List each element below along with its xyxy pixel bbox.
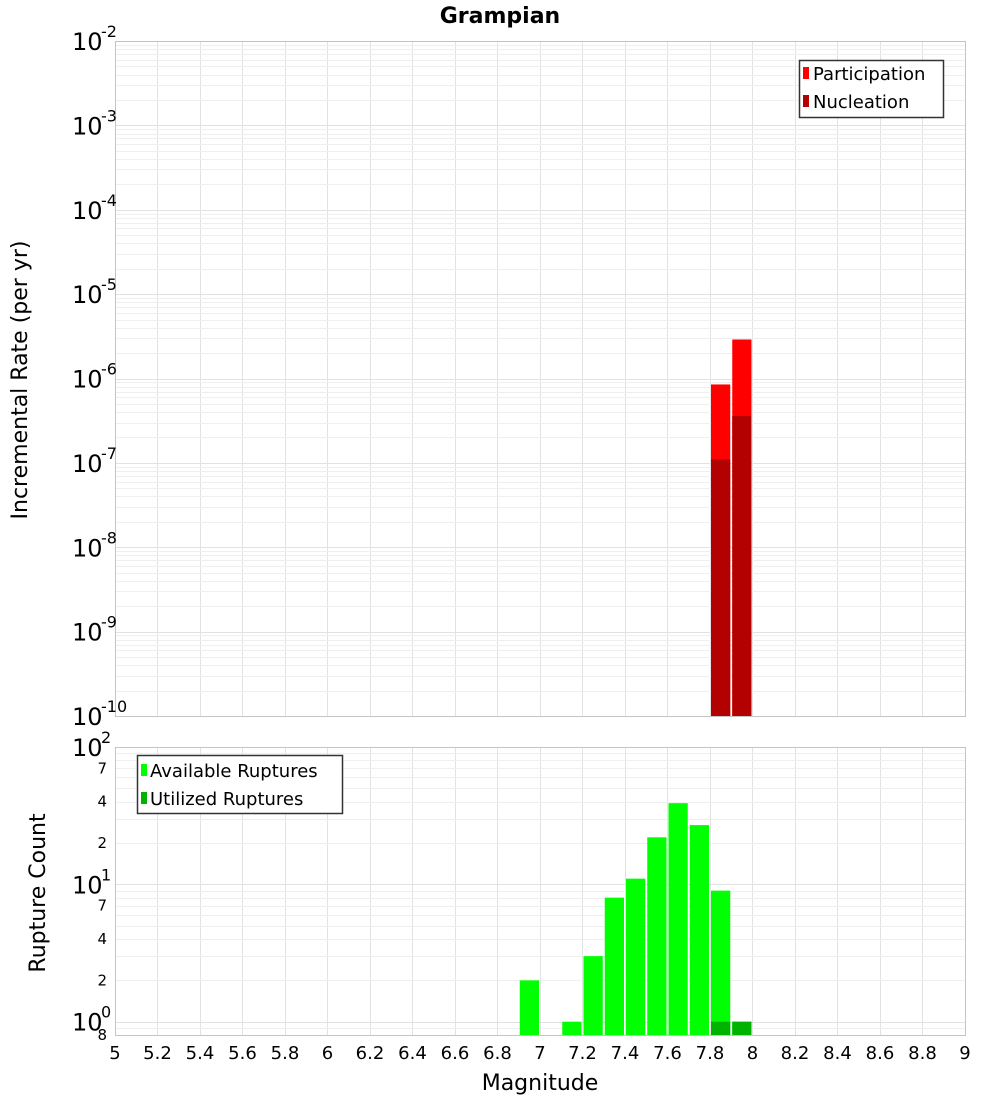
bottom-y-tick-exponent: 0 (101, 1003, 111, 1022)
x-tick-label: 8.8 (908, 1043, 937, 1064)
top-y-tick-base: 10 (72, 28, 103, 56)
bottom-y-tick-base: 10 (72, 871, 103, 899)
top-y-tick-exponent: -10 (101, 697, 127, 716)
bottom-bar-available-ruptures (647, 837, 667, 1035)
legend-label-available: Available Ruptures (150, 761, 318, 782)
top-bars (711, 339, 752, 716)
bottom-y-minor-label: 2 (97, 834, 107, 852)
bottom-y-minor-label: 4 (97, 930, 107, 948)
bottom-y-minor-label: 8 (97, 1026, 107, 1044)
top-plot-border (115, 41, 966, 717)
bottom-legend-box (136, 754, 344, 815)
top-y-tick-base: 10 (72, 197, 103, 225)
x-tick-label: 6.8 (483, 1043, 512, 1064)
x-tick-label: 7.2 (568, 1043, 597, 1064)
top-y-tick-exponent: -7 (101, 444, 117, 463)
x-tick-label: 7.8 (696, 1043, 725, 1064)
bottom-bar-available-ruptures (604, 897, 624, 1035)
x-tick-label: 7.4 (611, 1043, 640, 1064)
x-tick-labels: 5 5.2 5.4 5.6 5.8 6 6.2 6.4 6.6 6.8 7 7.2 7.4 7.6 7.8 8… (109, 1043, 970, 1064)
top-y-tick-exponent: -2 (101, 22, 117, 41)
top-y-tick-base: 10 (72, 450, 103, 478)
x-tick-label: 6 (322, 1043, 333, 1064)
bottom-y-tick-base: 10 (72, 1009, 103, 1037)
top-y-axis-title: Incremental Rate (per yr) (8, 241, 33, 520)
bottom-plot-border (115, 747, 966, 1036)
bottom-y-minor-label: 7 (97, 759, 107, 777)
top-bar-nucleation (711, 459, 731, 716)
legend-label-nucleation: Nucleation (813, 92, 909, 113)
bottom-bar-available-ruptures (668, 803, 688, 1035)
bottom-bar-available-ruptures (626, 878, 646, 1035)
x-tick-label: 8.6 (866, 1043, 895, 1064)
top-y-tick-exponent: -4 (101, 191, 117, 210)
bottom-bar-available-ruptures (689, 825, 709, 1035)
x-tick-label: 8.2 (781, 1043, 810, 1064)
x-tick-label: 5.8 (271, 1043, 300, 1064)
bottom-bar-available-ruptures (562, 1021, 582, 1035)
chart-title: Grampian (440, 4, 560, 29)
bottom-bars (519, 803, 752, 1035)
x-tick-label: 7 (534, 1043, 545, 1064)
legend-swatch-available (141, 764, 147, 776)
x-tick-label: 8.4 (823, 1043, 852, 1064)
legend-swatch-nucleation (803, 95, 809, 107)
top-y-tick-exponent: -5 (101, 275, 117, 294)
top-bar-nucleation (732, 415, 752, 716)
bottom-y-minor-label: 2 (97, 971, 107, 989)
x-tick-label: 7.6 (653, 1043, 682, 1064)
x-tick-label: 5.2 (143, 1043, 172, 1064)
top-legend: Participation Nucleation (798, 59, 945, 119)
top-y-tick-base: 10 (72, 281, 103, 309)
bottom-y-minor-label: 7 (97, 897, 107, 915)
x-tick-label: 6.4 (398, 1043, 427, 1064)
top-y-tick-exponent: -3 (101, 106, 117, 125)
x-axis-title: Magnitude (482, 1071, 599, 1096)
x-tick-label: 5.6 (228, 1043, 257, 1064)
bottom-y-tick-base: 10 (72, 734, 103, 762)
x-tick-label: 8 (747, 1043, 758, 1064)
bottom-legend: Available Ruptures Utilized Ruptures (136, 754, 344, 815)
top-y-tick-base: 10 (72, 619, 103, 647)
top-legend-box (798, 59, 945, 119)
bottom-y-minor-label: 4 (97, 793, 107, 811)
top-y-tick-exponent: -8 (101, 528, 117, 547)
top-y-tick-base: 10 (72, 112, 103, 140)
top-y-tick-exponent: -9 (101, 613, 117, 632)
legend-swatch-participation (803, 67, 809, 79)
bottom-bar-available-ruptures (519, 980, 539, 1035)
bottom-bar-available-ruptures (711, 890, 731, 1035)
top-y-tick-base: 10 (72, 703, 103, 731)
x-tick-label: 5 (109, 1043, 120, 1064)
legend-label-participation: Participation (813, 64, 925, 85)
top-y-tick-base: 10 (72, 534, 103, 562)
bottom-y-tick-exponent: 2 (101, 728, 111, 747)
top-y-tick-exponent: -6 (101, 360, 117, 379)
top-gridlines (115, 41, 966, 717)
bottom-y-tick-exponent: 1 (101, 865, 111, 884)
bottom-bar-utilized-ruptures (732, 1021, 752, 1035)
bottom-y-axis-title: Rupture Count (26, 813, 51, 973)
bottom-bar-available-ruptures (583, 956, 603, 1035)
legend-swatch-utilized (141, 792, 147, 804)
x-tick-label: 6.6 (441, 1043, 470, 1064)
bottom-bar-utilized-ruptures (711, 1021, 731, 1035)
legend-label-utilized: Utilized Ruptures (150, 789, 303, 810)
top-y-tick-base: 10 (72, 366, 103, 394)
x-tick-label: 6.2 (356, 1043, 385, 1064)
x-tick-label: 5.4 (186, 1043, 215, 1064)
x-tick-label: 9 (959, 1043, 970, 1064)
